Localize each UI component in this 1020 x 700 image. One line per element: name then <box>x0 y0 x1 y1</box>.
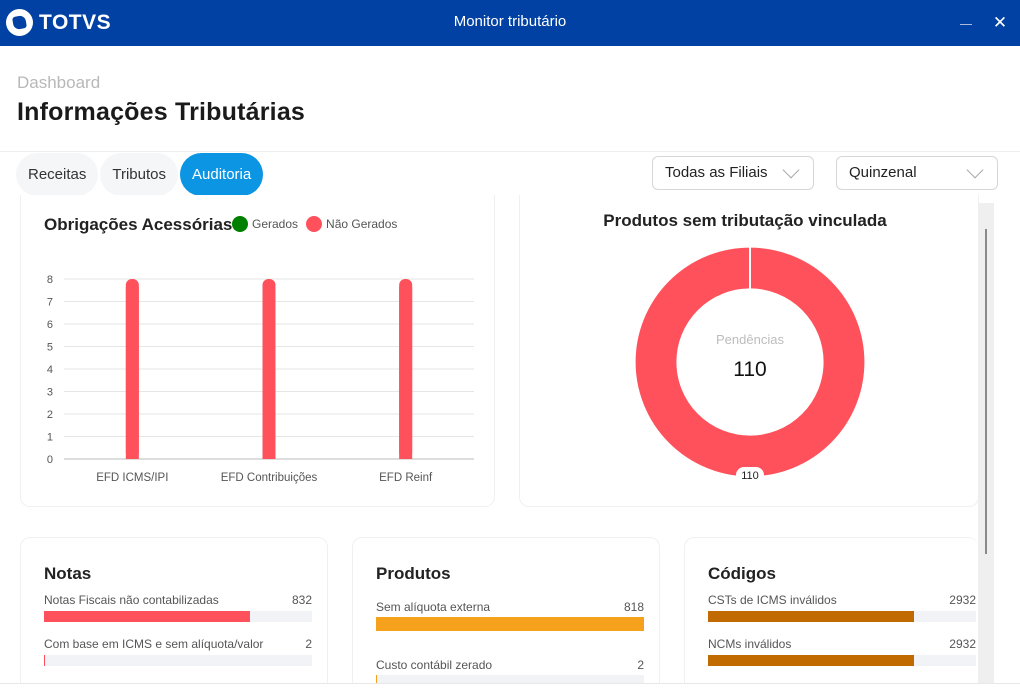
y-tick-label: 6 <box>47 319 53 331</box>
metric-value: 2932 <box>949 593 976 607</box>
metric-notas-nao-contabilizadas[interactable]: Notas Fiscais não contabilizadas 832 <box>44 593 312 622</box>
metric-bar-track <box>708 655 976 666</box>
codigos-card: Códigos CSTs de ICMS inválidos 2932 NCMs… <box>684 537 978 687</box>
legend-item-nao-gerados[interactable]: Não Gerados <box>306 216 397 232</box>
metric-label: CSTs de ICMS inválidos <box>708 593 837 607</box>
tab-tributos[interactable]: Tributos <box>100 153 178 196</box>
window-title: Monitor tributário <box>453 13 567 30</box>
logo-text: TOTVS <box>39 10 112 34</box>
metric-label: Notas Fiscais não contabilizadas <box>44 593 219 607</box>
notas-title: Notas <box>44 564 92 583</box>
metric-sem-aliquota-externa[interactable]: Sem alíquota externa 818 <box>376 600 644 631</box>
x-tick-label: EFD Contribuições <box>221 472 318 484</box>
y-tick-label: 8 <box>47 274 53 286</box>
metric-bar-track <box>708 611 976 622</box>
tab-auditoria[interactable]: Auditoria <box>180 153 264 196</box>
obrigacoes-bar-chart: 0 1 2 3 4 5 6 7 8 EFD ICMS/IPI EFD Contribuições EF… <box>47 274 474 484</box>
page-title: Informações Tributárias <box>17 98 306 126</box>
y-tick-label: 0 <box>47 454 53 466</box>
filial-select[interactable]: Todas as Filiais <box>652 156 814 190</box>
legend-item-gerados[interactable]: Gerados <box>232 216 298 232</box>
metric-value: 832 <box>291 593 312 607</box>
codigos-title: Códigos <box>708 564 776 583</box>
minimize-icon <box>960 24 972 25</box>
scrollbar-thumb[interactable] <box>985 229 987 554</box>
y-tick-label: 2 <box>47 409 53 421</box>
metric-custo-contabil-zerado[interactable]: Custo contábil zerado 2 <box>376 658 644 689</box>
totvs-logo-icon <box>6 9 33 36</box>
tab-bar: Receitas Tributos Auditoria <box>16 153 264 196</box>
title-bar: TOTVS Monitor tributário ✕ <box>0 0 1020 46</box>
x-tick-label: EFD ICMS/IPI <box>96 472 168 484</box>
minimize-button[interactable] <box>955 12 977 34</box>
metric-value: 818 <box>623 600 644 614</box>
y-tick-label: 1 <box>47 432 53 444</box>
metric-bar-fill <box>44 611 251 622</box>
metric-value: 2 <box>637 658 644 672</box>
periodo-select[interactable]: Quinzenal <box>836 156 998 190</box>
periodo-select-value: Quinzenal <box>849 164 917 181</box>
donut-center-label: Pendências <box>716 332 784 347</box>
metric-bar-fill <box>376 675 378 689</box>
x-tick-label: EFD Reinf <box>379 472 433 484</box>
chart-legend: Gerados Não Gerados <box>232 216 405 232</box>
donut-center-value: 110 <box>733 358 766 381</box>
page-header: Dashboard Informações Tributárias <box>0 46 1020 152</box>
produtos-card: Produtos Sem alíquota externa 818 Custo … <box>352 537 660 689</box>
metric-bar-track <box>376 617 644 631</box>
metric-label: Custo contábil zerado <box>376 658 493 672</box>
metric-ncms-invalidos[interactable]: NCMs inválidos 2932 <box>708 637 976 666</box>
metric-label: NCMs inválidos <box>708 637 792 651</box>
metric-label: Sem alíquota externa <box>376 600 491 614</box>
close-icon: ✕ <box>992 13 1008 32</box>
donut-title: Produtos sem tributação vinculada <box>603 211 887 230</box>
breadcrumb[interactable]: Dashboard <box>17 73 101 92</box>
metric-label: Com base em ICMS e sem alíquota/valor <box>44 637 264 651</box>
totvs-logo: TOTVS <box>6 9 111 36</box>
filial-select-value: Todas as Filiais <box>665 164 768 181</box>
bar-body <box>262 287 276 459</box>
y-tick-label: 4 <box>47 364 53 376</box>
y-tick-label: 5 <box>47 342 53 354</box>
vertical-scrollbar[interactable] <box>978 203 994 683</box>
notas-card: Notas Notas Fiscais não contabilizadas 8… <box>20 537 328 687</box>
window-bottom-edge <box>0 683 1020 700</box>
produtos-title: Produtos <box>376 564 451 583</box>
metric-bar-fill <box>376 617 644 631</box>
metric-base-icms-sem-aliquota[interactable]: Com base em ICMS e sem alíquota/valor 2 <box>44 637 312 666</box>
legend-label-gerados: Gerados <box>252 217 299 231</box>
donut-data-label: 110 <box>741 470 759 482</box>
pendencias-donut-chart: Pendências 110 110 <box>635 247 865 483</box>
y-tick-label: 3 <box>47 387 53 399</box>
metric-value: 2 <box>305 637 312 651</box>
donut-data-label-bg <box>736 467 764 483</box>
y-tick-label: 7 <box>47 297 53 309</box>
metric-csts-icms-invalidos[interactable]: CSTs de ICMS inválidos 2932 <box>708 593 976 622</box>
obrigacoes-title: Obrigações Acessórias <box>44 215 233 234</box>
metric-bar-track <box>44 655 312 666</box>
bar-body <box>399 287 413 459</box>
bar-body <box>125 287 139 459</box>
metric-value: 2932 <box>949 637 976 651</box>
close-button[interactable]: ✕ <box>989 12 1011 34</box>
legend-dot-gerados <box>232 216 248 232</box>
metric-bar-fill <box>44 655 46 666</box>
chevron-down-icon <box>782 161 800 179</box>
legend-dot-nao-gerados <box>306 216 323 232</box>
obrigacoes-card <box>20 195 495 507</box>
metric-bar-track <box>44 611 312 622</box>
chevron-down-icon <box>966 161 984 179</box>
metric-bar-fill <box>708 655 915 666</box>
legend-label-nao-gerados: Não Gerados <box>326 217 398 231</box>
metric-bar-fill <box>708 611 915 622</box>
tab-receitas[interactable]: Receitas <box>16 153 99 196</box>
